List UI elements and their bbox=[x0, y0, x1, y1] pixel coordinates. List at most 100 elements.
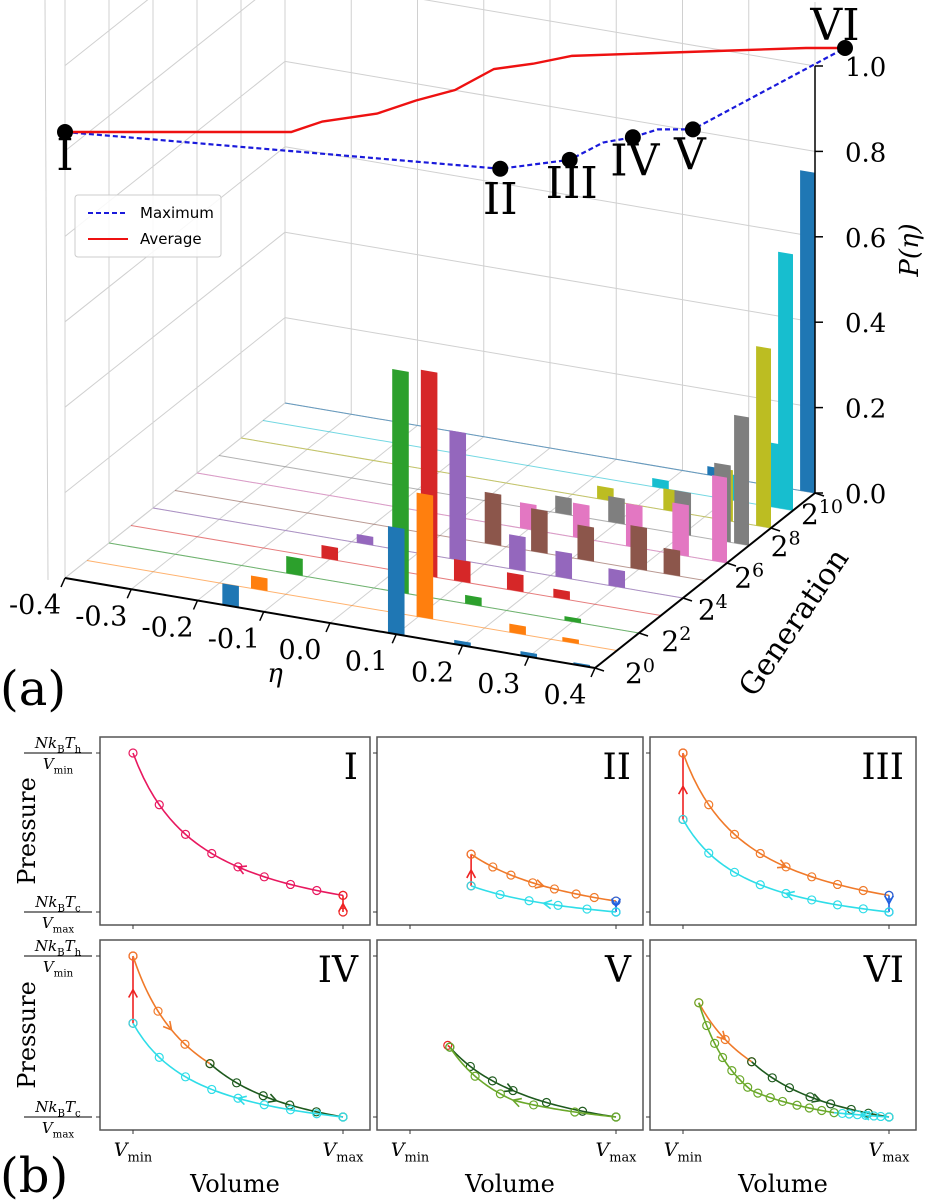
stage-label: VI bbox=[809, 0, 859, 51]
y-tick-label-denominator: Vmax bbox=[42, 1119, 75, 1141]
y-tick-label-numerator-part: Nk bbox=[34, 937, 57, 955]
panel-roman-label: I bbox=[344, 747, 358, 788]
generation-tick-label: 22 bbox=[661, 623, 691, 658]
state-marker bbox=[832, 900, 843, 910]
eta-tick-label: 0.0 bbox=[279, 635, 322, 666]
pv-panel-III: III bbox=[646, 736, 917, 929]
histogram-bar bbox=[222, 583, 239, 608]
histogram-bar bbox=[506, 572, 524, 593]
y-tick-label-numerator-part: B bbox=[57, 745, 65, 756]
generation-tick-label-part: 4 bbox=[716, 591, 728, 613]
state-marker bbox=[589, 892, 599, 903]
y-tick-label-numerator-part: Nk bbox=[34, 1098, 57, 1116]
state-marker bbox=[804, 1103, 814, 1113]
eta-tick-label: -0.4 bbox=[9, 590, 61, 621]
x-tick-label-part: max bbox=[882, 1151, 910, 1166]
x-tick-label-part: max bbox=[336, 1151, 364, 1166]
p-tick-label: 0.2 bbox=[845, 395, 886, 425]
state-marker bbox=[753, 1088, 763, 1098]
state-marker bbox=[528, 1100, 539, 1110]
eta-tick bbox=[524, 656, 530, 667]
x-tick-label-part: max bbox=[609, 1151, 637, 1166]
direction-arrow-icon bbox=[127, 989, 134, 998]
y-tick-label-numerator-part: T bbox=[65, 937, 76, 955]
grid-line bbox=[64, 0, 256, 152]
state-marker bbox=[876, 1111, 886, 1122]
histogram-bar bbox=[356, 534, 374, 546]
x-tick-label-part: V bbox=[391, 1139, 407, 1161]
state-marker bbox=[784, 1083, 795, 1093]
y-tick-label-numerator-part: h bbox=[75, 948, 82, 959]
state-marker bbox=[729, 867, 740, 877]
state-marker bbox=[765, 1093, 775, 1103]
state-marker bbox=[807, 895, 817, 905]
y-tick-label-numerator: NkBTc bbox=[34, 1098, 81, 1120]
direction-arrow-icon bbox=[677, 785, 684, 795]
direction-arrow-icon bbox=[337, 903, 344, 912]
direction-arrow-icon bbox=[861, 1114, 870, 1121]
grid-line bbox=[284, 146, 816, 238]
direction-arrow-icon bbox=[506, 1083, 514, 1092]
state-marker bbox=[487, 1076, 498, 1086]
generation-tick-label: 24 bbox=[698, 591, 728, 626]
state-marker bbox=[858, 904, 868, 914]
x-tick-label: Vmin bbox=[114, 1139, 152, 1166]
direction-arrow-icon bbox=[716, 1035, 726, 1041]
direction-arrow-icon bbox=[512, 1097, 522, 1101]
state-marker bbox=[128, 748, 138, 758]
direction-arrow-icon bbox=[811, 1099, 821, 1103]
direction-arrow-icon bbox=[722, 1030, 727, 1040]
stage-marker bbox=[837, 40, 853, 56]
state-marker bbox=[678, 814, 688, 825]
histogram-bar bbox=[577, 524, 595, 562]
histogram-bar bbox=[453, 558, 471, 584]
panel-roman-label: II bbox=[603, 747, 631, 788]
legend-label: Average bbox=[140, 230, 202, 248]
histogram-baseline bbox=[86, 560, 618, 651]
histogram-bar bbox=[756, 346, 771, 528]
state-marker bbox=[506, 870, 516, 880]
direction-arrow-icon bbox=[237, 865, 248, 868]
state-marker bbox=[338, 890, 348, 900]
direction-arrow-icon bbox=[237, 1095, 247, 1100]
direction-arrow-icon bbox=[861, 1110, 871, 1116]
state-marker bbox=[541, 1097, 552, 1108]
x-tick-label-part: V bbox=[664, 1139, 680, 1161]
direction-arrow-icon bbox=[888, 895, 895, 905]
state-marker bbox=[207, 848, 217, 859]
generation-tick bbox=[638, 632, 649, 637]
x-tick-label: Vmax bbox=[869, 1139, 911, 1166]
direction-arrow-icon bbox=[883, 895, 890, 905]
panel-frame bbox=[649, 736, 917, 926]
direction-arrow-icon bbox=[503, 1089, 514, 1093]
state-marker bbox=[233, 1093, 243, 1103]
direction-arrow-icon bbox=[342, 903, 349, 912]
panel-frame bbox=[376, 736, 644, 926]
state-marker bbox=[285, 879, 296, 890]
histogram-bar bbox=[509, 534, 526, 572]
eta-tick bbox=[259, 611, 265, 622]
legend-box bbox=[74, 194, 222, 258]
state-marker bbox=[826, 1099, 836, 1109]
y-tick-label-numerator-part: Nk bbox=[34, 734, 57, 752]
state-marker bbox=[844, 1109, 854, 1119]
generation-tick-label: 210 bbox=[801, 496, 843, 531]
panel-a-3d-histogram: -0.4 -0.3 -0.2 -0.1 0.0 0.1 0.2 0.3 0.4202224262… bbox=[0, 0, 925, 717]
state-marker bbox=[154, 800, 164, 810]
direction-arrow-icon bbox=[610, 898, 617, 907]
y-tick-label-numerator-part: Nk bbox=[34, 893, 57, 911]
state-marker bbox=[443, 1040, 453, 1050]
histogram-baseline bbox=[108, 542, 640, 634]
state-marker bbox=[694, 998, 704, 1008]
state-marker bbox=[807, 872, 817, 882]
generation-tick-label: 20 bbox=[625, 655, 655, 690]
histogram-baseline bbox=[240, 437, 772, 529]
x-tick-label-part: V bbox=[114, 1139, 130, 1161]
x-tick-label: Vmin bbox=[664, 1139, 702, 1166]
state-marker bbox=[720, 1034, 730, 1045]
y-tick-label-numerator-part: B bbox=[57, 1109, 65, 1120]
histogram-bar bbox=[449, 430, 467, 562]
generation-tick bbox=[726, 562, 737, 567]
